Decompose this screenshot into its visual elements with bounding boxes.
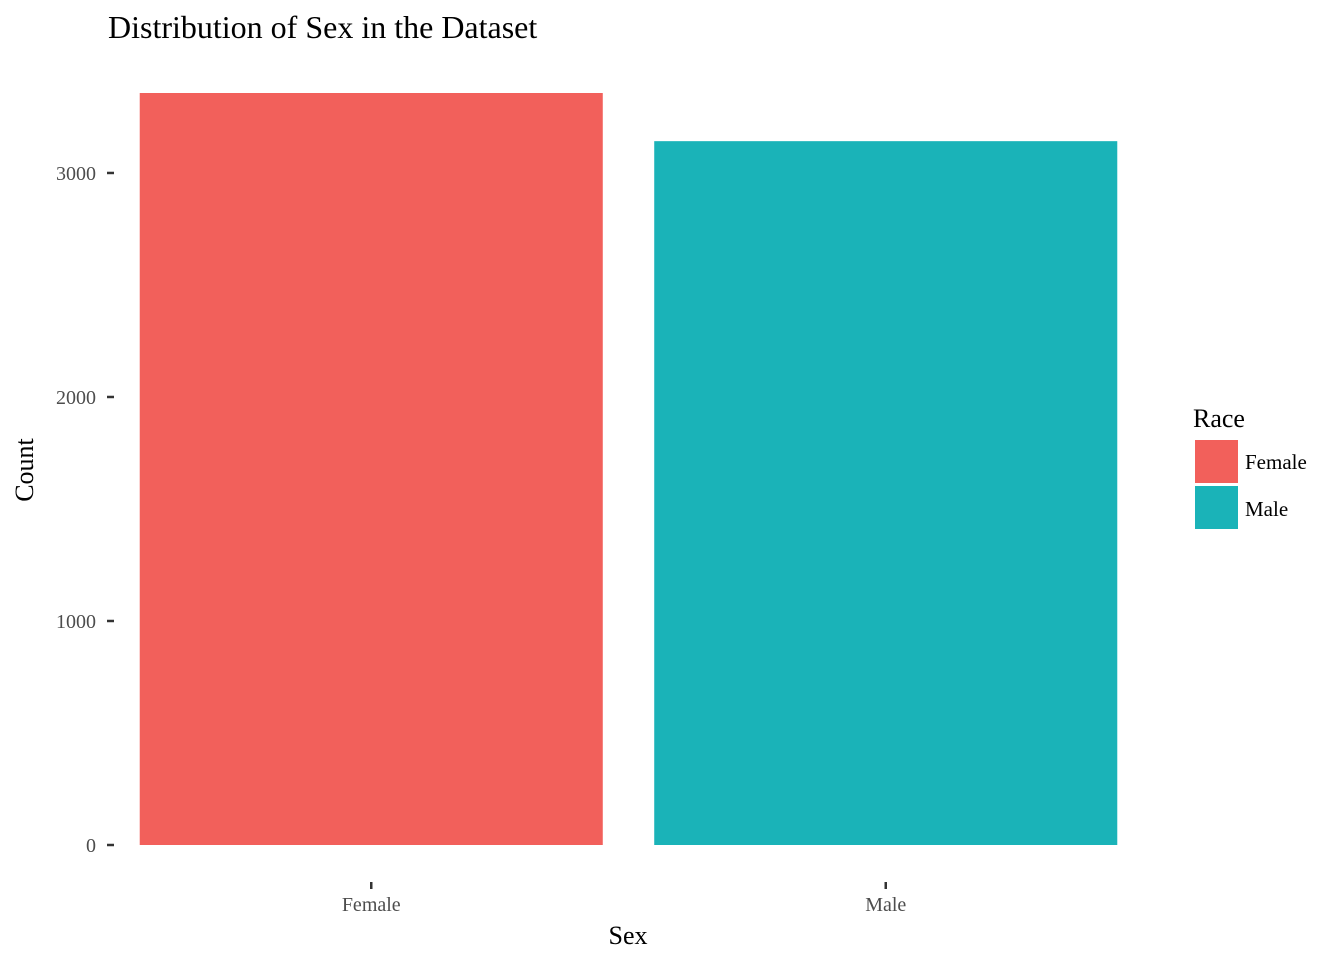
- bar-female: [139, 93, 603, 845]
- x-tick-label-female: Female: [342, 894, 401, 916]
- x-axis-title: Sex: [609, 921, 648, 950]
- legend: Race Female Male: [1193, 404, 1307, 529]
- legend-title: Race: [1193, 404, 1245, 433]
- legend-label-female: Female: [1245, 450, 1307, 474]
- legend-swatch-female: [1195, 440, 1238, 483]
- y-tick-label-0: 0: [86, 835, 96, 857]
- legend-label-male: Male: [1245, 497, 1288, 521]
- y-tick-label-1000: 1000: [56, 611, 96, 633]
- bar-male: [654, 141, 1118, 845]
- y-tick-label-3000: 3000: [56, 163, 96, 185]
- legend-swatch-male: [1195, 486, 1238, 529]
- plot-area: Female Male 0 1000 2000 3000: [56, 93, 1118, 916]
- chart-title: Distribution of Sex in the Dataset: [108, 9, 537, 45]
- y-tick-label-2000: 2000: [56, 387, 96, 409]
- y-axis-title: Count: [10, 437, 39, 501]
- x-tick-label-male: Male: [865, 894, 906, 916]
